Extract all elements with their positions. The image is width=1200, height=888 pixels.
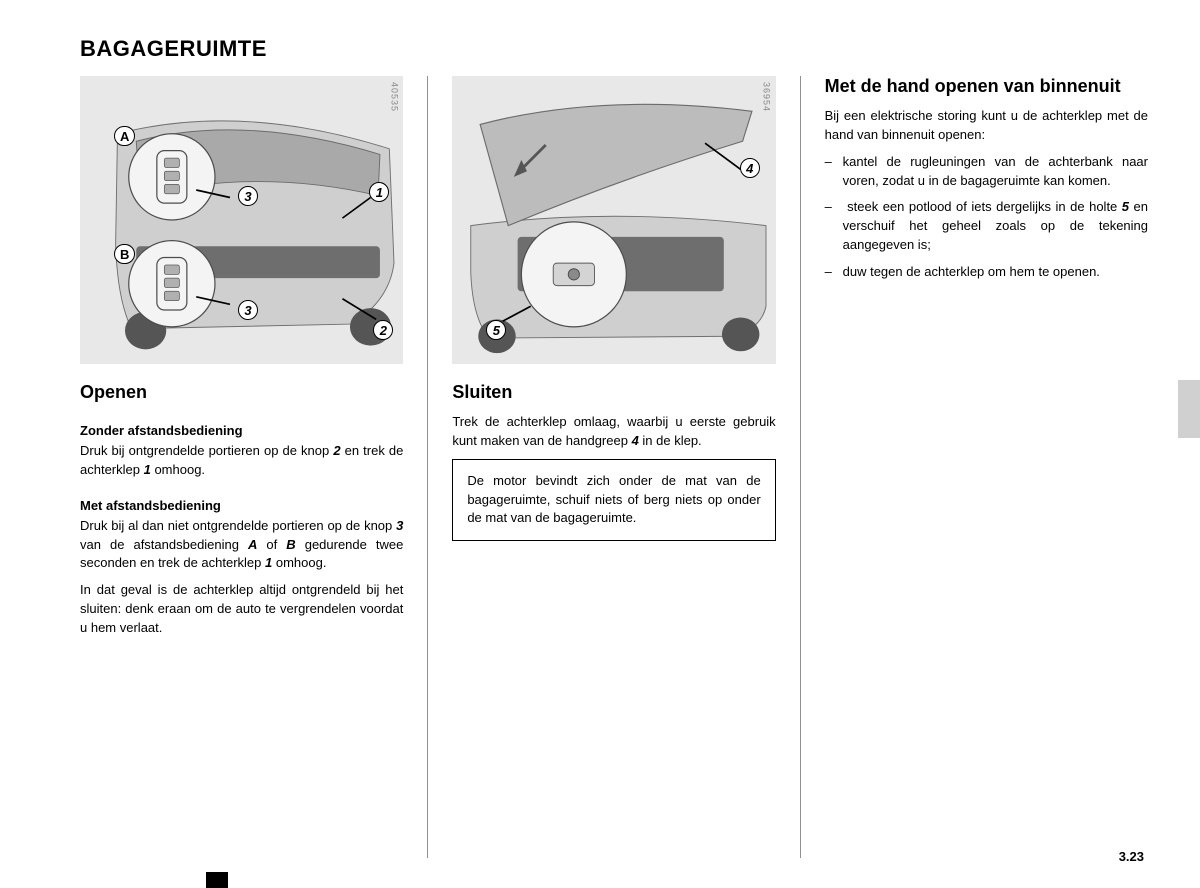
text: van de afstandsbediening — [80, 537, 248, 552]
callout-3b: 3 — [238, 300, 258, 320]
list-item: steek een potlood of iets dergelijks in … — [825, 198, 1148, 255]
ref-1: 1 — [144, 462, 151, 477]
column-left: 40535 — [80, 76, 403, 646]
note-box: De motor bevindt zich onder de mat van d… — [452, 459, 775, 542]
text: Druk bij ontgrendelde portieren op de kn… — [80, 443, 333, 458]
text: Druk bij al dan niet ontgrendelde portie… — [80, 518, 396, 533]
ref-2: 2 — [333, 443, 340, 458]
bottom-tab — [206, 872, 228, 888]
column-right: Met de hand openen van binnenuit Bij een… — [825, 76, 1148, 298]
list-item: kantel de rugleuningen van de achterbank… — [825, 153, 1148, 191]
ref-5: 5 — [1122, 199, 1129, 214]
page-title: BAGAGERUIMTE — [80, 36, 1148, 62]
heading-opening: Openen — [80, 382, 403, 403]
heading-closing: Sluiten — [452, 382, 775, 403]
column-separator-2 — [800, 76, 801, 858]
p-intro: Bij een elektrische storing kunt u de ac… — [825, 107, 1148, 145]
text: Trek de achterklep omlaag, waarbij u eer… — [452, 414, 775, 448]
text: omhoog. — [151, 462, 205, 477]
p-with-remote: Druk bij al dan niet ontgrendelde portie… — [80, 517, 403, 574]
p-note-unlock: In dat geval is de achterklep altijd ont… — [80, 581, 403, 638]
list-item: duw tegen de achterklep om hem te openen… — [825, 263, 1148, 282]
column-middle: 36954 — [452, 76, 775, 559]
heading-manual-open: Met de hand openen van binnenuit — [825, 76, 1148, 97]
figure-code: 40535 — [389, 82, 399, 112]
subhead-no-remote: Zonder afstandsbediening — [80, 423, 403, 438]
side-tab — [1178, 380, 1200, 438]
figure-middle: 36954 — [452, 76, 775, 364]
text: of — [257, 537, 286, 552]
ref-A: A — [248, 537, 257, 552]
content-columns: 40535 — [80, 76, 1148, 858]
page-number: 3.23 — [1119, 849, 1144, 864]
callout-4: 4 — [740, 158, 760, 178]
column-separator-1 — [427, 76, 428, 858]
instruction-list: kantel de rugleuningen van de achterbank… — [825, 153, 1148, 290]
text: in de klep. — [639, 433, 702, 448]
p-no-remote: Druk bij ontgrendelde portieren op de kn… — [80, 442, 403, 480]
ref-4: 4 — [632, 433, 639, 448]
p-closing: Trek de achterklep omlaag, waarbij u eer… — [452, 413, 775, 451]
ref-B: B — [286, 537, 295, 552]
ref-3: 3 — [396, 518, 403, 533]
text: steek een potlood of iets dergelijks in … — [847, 199, 1122, 214]
figure-left: 40535 — [80, 76, 403, 364]
figure-code: 36954 — [762, 82, 772, 112]
text: omhoog. — [272, 555, 326, 570]
callout-3a: 3 — [238, 186, 258, 206]
subhead-with-remote: Met afstandsbediening — [80, 498, 403, 513]
